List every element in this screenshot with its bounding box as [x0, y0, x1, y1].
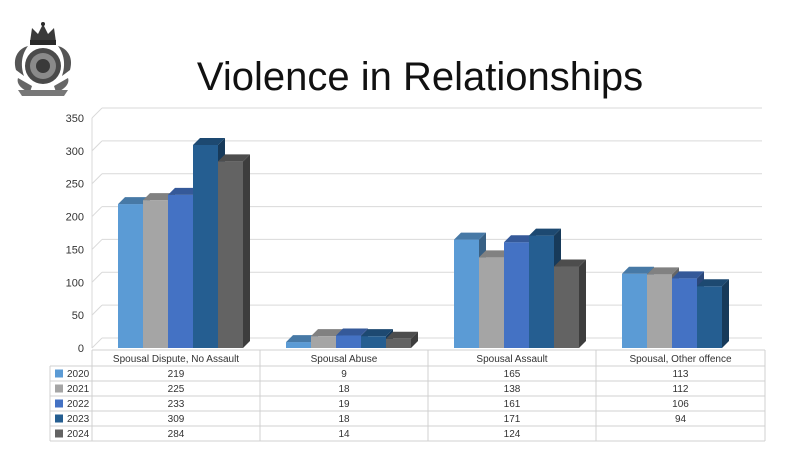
legend-swatch-2022: [55, 399, 63, 408]
table-cell-value: 106: [672, 399, 689, 410]
legend-label: 2022: [67, 399, 90, 410]
gridline-diagonal: [91, 304, 103, 316]
y-tick-label: 300: [66, 146, 84, 158]
table-cell-value: 161: [504, 399, 521, 410]
y-tick-label: 250: [66, 179, 84, 191]
legend-swatch-2023: [55, 414, 63, 423]
y-axis: 0 50 100 150 200 250 300 350: [66, 113, 84, 355]
table-cell-value: 9: [341, 369, 347, 380]
bar-2024-0: [218, 154, 250, 348]
data-table: Spousal Dispute, No Assault Spousal Abuse…: [49, 349, 766, 442]
chart-bars: [118, 137, 729, 348]
rcmp-crest-icon: [10, 20, 76, 98]
table-cell-value: 284: [168, 429, 185, 440]
legend-swatch-2020: [55, 369, 63, 378]
table-cell-value: 14: [338, 429, 350, 440]
y-tick-label: 0: [78, 343, 84, 355]
y-tick-label: 150: [66, 244, 84, 256]
y-tick-label: 50: [72, 310, 84, 322]
category-label: Spousal, Other offence: [629, 354, 732, 365]
table-cell-value: 233: [168, 399, 185, 410]
legend-label: 2023: [67, 414, 90, 425]
table-cell-value: 18: [338, 384, 350, 395]
bar-2024-2: [554, 259, 586, 348]
legend-label: 2021: [67, 384, 90, 395]
table-cell-value: 124: [504, 429, 521, 440]
bar-2023-3: [697, 279, 729, 348]
gridline-diagonal: [91, 337, 103, 349]
legend-label: 2024: [67, 429, 90, 440]
y-tick-label: 350: [66, 113, 84, 125]
gridline-diagonal: [91, 140, 103, 152]
legend-swatch-2021: [55, 384, 63, 393]
table-cell-value: 138: [504, 384, 521, 395]
legend-label: 2020: [67, 369, 90, 380]
gridline-diagonal: [91, 206, 103, 217]
table-cell-value: 225: [168, 384, 185, 395]
table-cell-value: 113: [673, 369, 689, 380]
table-cell-value: 112: [673, 384, 689, 395]
y-tick-label: 100: [66, 277, 84, 289]
gridline-diagonal: [91, 239, 103, 250]
gridline-diagonal: [91, 271, 103, 283]
table-cell-value: 94: [675, 414, 687, 425]
table-cell-value: 18: [338, 414, 350, 425]
gridline-diagonal: [91, 107, 103, 119]
table-cell-value: 171: [504, 414, 521, 425]
category-label: Spousal Abuse: [311, 354, 378, 365]
gridline-diagonal: [91, 173, 103, 185]
page-title: Violence in Relationships: [196, 55, 644, 99]
bar-2024-1: [386, 331, 418, 348]
table-cell-value: 219: [168, 369, 185, 380]
table-cell-value: 309: [168, 414, 185, 425]
category-label: Spousal Assault: [476, 354, 547, 365]
y-tick-label: 200: [66, 212, 84, 224]
category-label: Spousal Dispute, No Assault: [113, 354, 239, 365]
table-cell-value: 165: [504, 369, 521, 380]
table-cell-value: 19: [338, 399, 350, 410]
legend-swatch-2024: [55, 429, 63, 438]
